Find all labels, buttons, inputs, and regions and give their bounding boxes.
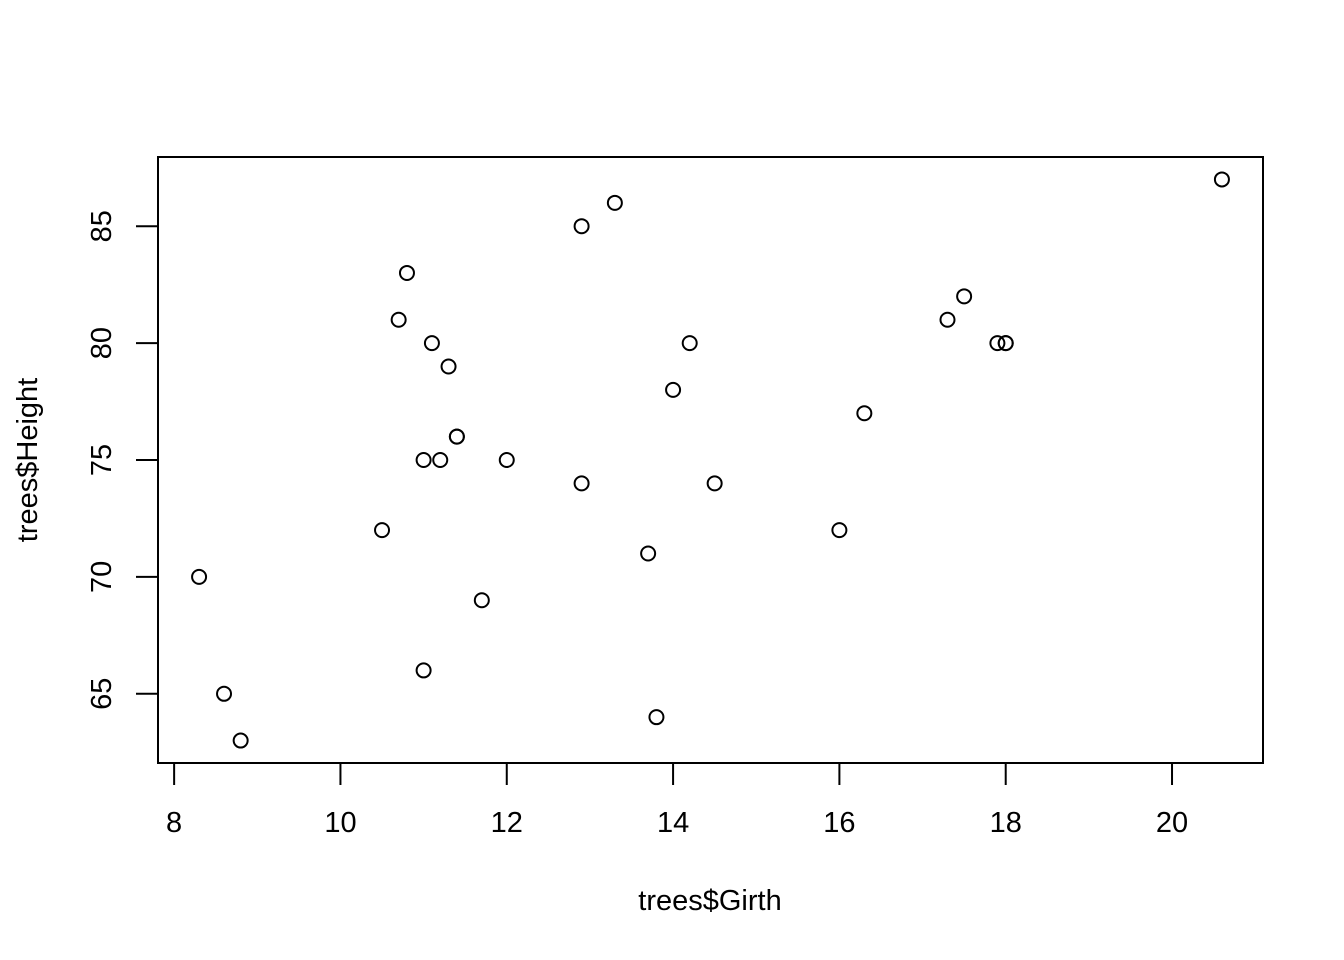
data-point	[706, 475, 723, 492]
y-tick-label: 65	[86, 678, 118, 710]
data-point	[440, 358, 457, 375]
x-axis: 8 10 12 14 16 18 20	[166, 762, 1188, 839]
data-point	[856, 405, 873, 422]
x-tick-label: 12	[491, 807, 523, 839]
x-tick-label: 20	[1156, 807, 1188, 839]
data-point	[956, 288, 973, 305]
y-tick-label: 70	[86, 561, 118, 593]
data-point	[640, 545, 657, 562]
data-point	[498, 452, 515, 468]
y-tick-label: 85	[86, 210, 118, 242]
data-point	[448, 428, 465, 445]
data-point	[232, 732, 249, 749]
data-point	[423, 335, 440, 352]
data-point	[374, 522, 391, 539]
data-point	[606, 194, 623, 211]
x-tick-label: 16	[823, 807, 855, 839]
data-point	[473, 592, 490, 609]
data-point	[989, 335, 1006, 352]
x-tick-label: 18	[990, 807, 1022, 839]
y-axis: 65 70 75 80 85	[86, 210, 159, 710]
data-point	[573, 475, 590, 492]
data-point	[681, 335, 698, 352]
data-point	[390, 311, 407, 328]
x-axis-label: trees$Girth	[638, 885, 781, 917]
data-point	[432, 452, 449, 468]
data-point	[415, 662, 432, 679]
data-point	[648, 709, 665, 726]
data-point	[665, 381, 682, 398]
data-point	[831, 522, 848, 539]
data-points	[191, 171, 1230, 749]
data-point	[997, 335, 1014, 352]
y-tick-label: 80	[86, 327, 118, 359]
x-tick-label: 8	[166, 807, 182, 839]
data-point	[573, 218, 590, 235]
data-point	[939, 311, 956, 328]
x-tick-label: 10	[324, 807, 356, 839]
data-point	[1213, 171, 1230, 188]
x-tick-label: 14	[657, 807, 689, 839]
data-point	[398, 264, 415, 281]
data-point	[216, 685, 233, 702]
y-tick-label: 75	[86, 444, 118, 476]
y-axis-label: trees$Height	[12, 378, 44, 542]
data-point	[415, 452, 432, 468]
data-point	[191, 568, 208, 585]
